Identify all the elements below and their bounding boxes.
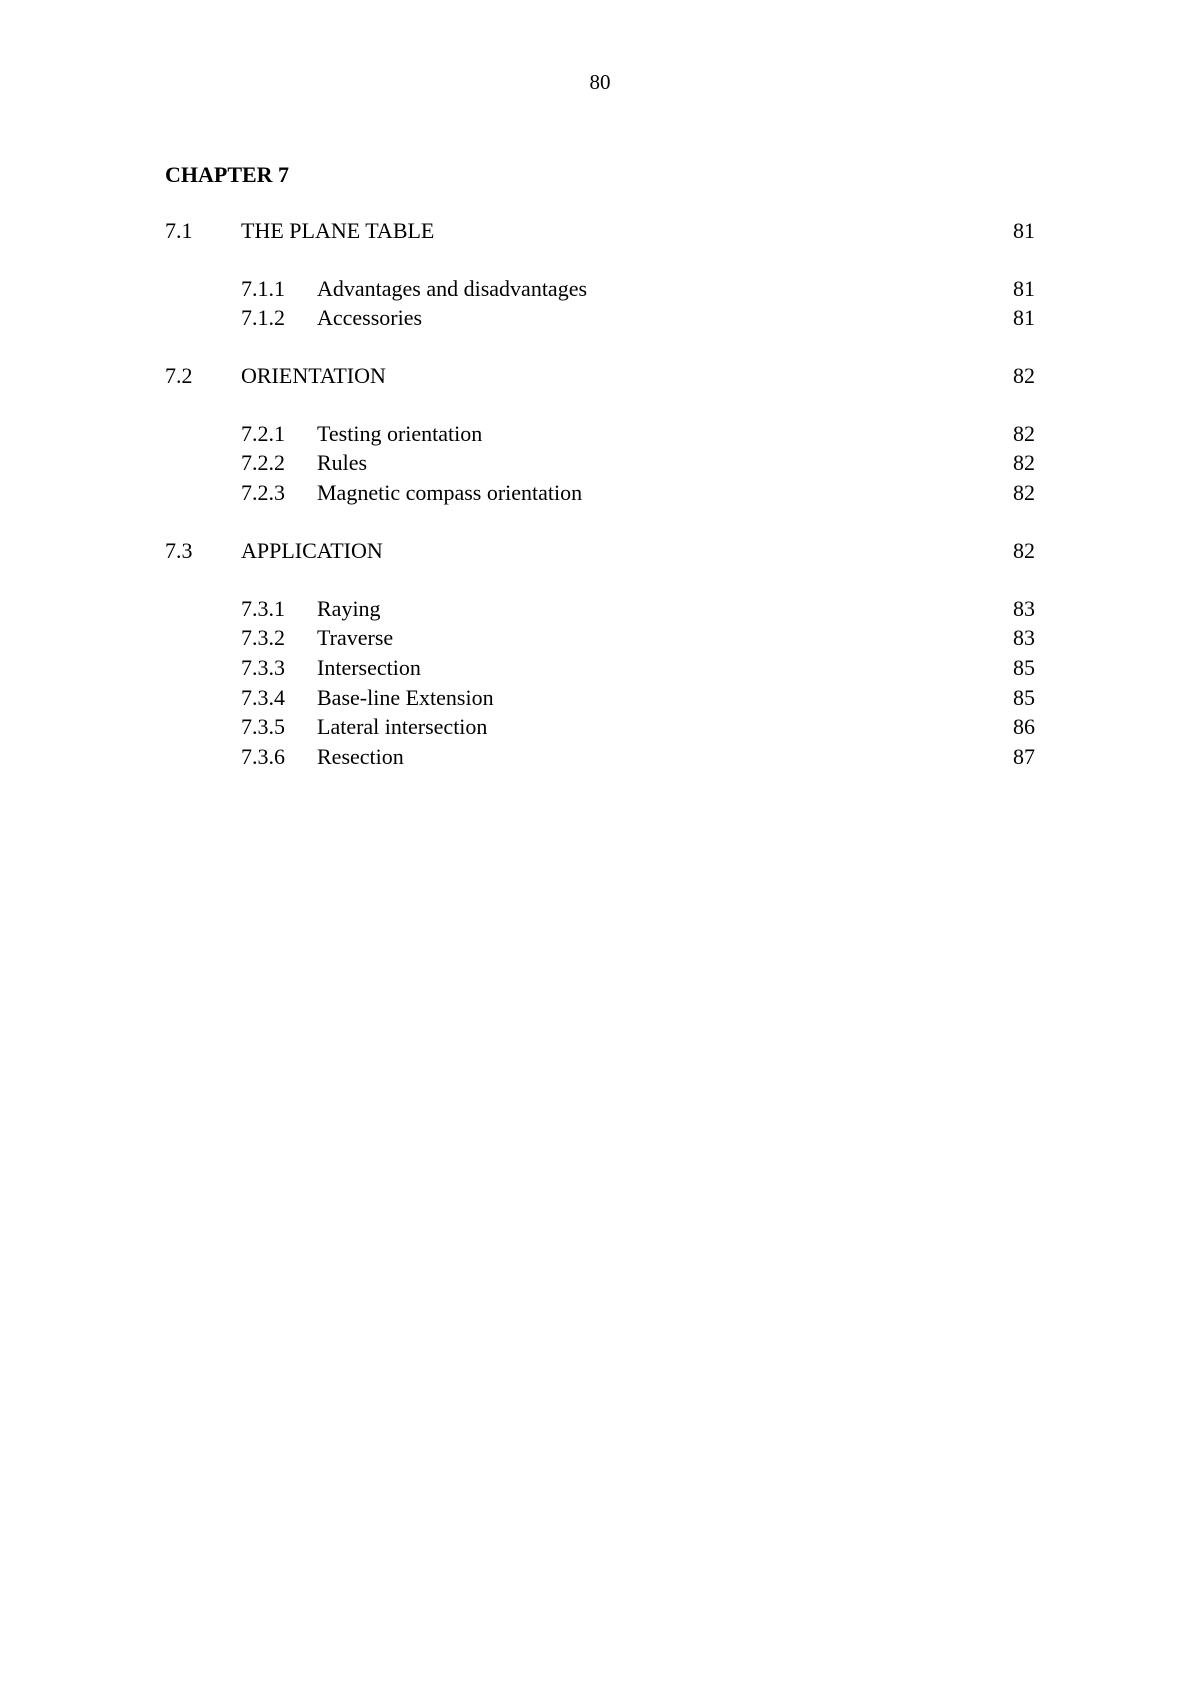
sub-page: 85 [995, 653, 1035, 683]
sub-num: 7.3.3 [241, 653, 317, 683]
section-num: 7.1 [165, 216, 241, 246]
chapter-title: CHAPTER 7 [165, 162, 1035, 188]
toc-sub-row: 7.2.1 Testing orientation 82 [165, 419, 1035, 449]
sub-title: Rules [317, 448, 995, 478]
sub-num: 7.1.1 [241, 274, 317, 304]
sub-page: 87 [995, 742, 1035, 772]
toc-sub-row: 7.1.2 Accessories 81 [165, 303, 1035, 333]
sub-num: 7.2.3 [241, 478, 317, 508]
sub-title: Raying [317, 594, 995, 624]
toc-sub-row: 7.3.4 Base-line Extension 85 [165, 683, 1035, 713]
toc-sub-row: 7.1.1 Advantages and disadvantages 81 [165, 274, 1035, 304]
section-title: ORIENTATION [241, 361, 995, 391]
sub-title: Accessories [317, 303, 995, 333]
sub-title: Magnetic compass orientation [317, 478, 995, 508]
sub-page: 83 [995, 594, 1035, 624]
sub-num: 7.3.5 [241, 712, 317, 742]
sub-page: 81 [995, 274, 1035, 304]
sub-title: Traverse [317, 623, 995, 653]
section-page: 82 [995, 361, 1035, 391]
sub-page: 81 [995, 303, 1035, 333]
toc-sub-row: 7.2.2 Rules 82 [165, 448, 1035, 478]
sub-num: 7.3.2 [241, 623, 317, 653]
toc-content: CHAPTER 7 7.1 THE PLANE TABLE 81 7.1.1 A… [165, 162, 1035, 772]
toc-sub-row: 7.2.3 Magnetic compass orientation 82 [165, 478, 1035, 508]
sub-num: 7.2.1 [241, 419, 317, 449]
sub-num: 7.3.6 [241, 742, 317, 772]
toc-sub-row: 7.3.6 Resection 87 [165, 742, 1035, 772]
sub-title: Resection [317, 742, 995, 772]
sub-title: Advantages and disadvantages [317, 274, 995, 304]
section-title: THE PLANE TABLE [241, 216, 995, 246]
toc-section-row: 7.2 ORIENTATION 82 [165, 361, 1035, 391]
sub-title: Lateral intersection [317, 712, 995, 742]
section-num: 7.2 [165, 361, 241, 391]
sub-num: 7.3.1 [241, 594, 317, 624]
section-page: 81 [995, 216, 1035, 246]
toc-sub-row: 7.3.5 Lateral intersection 86 [165, 712, 1035, 742]
toc-sub-row: 7.3.1 Raying 83 [165, 594, 1035, 624]
sub-num: 7.1.2 [241, 303, 317, 333]
section-title: APPLICATION [241, 536, 995, 566]
section-num: 7.3 [165, 536, 241, 566]
sub-page: 82 [995, 419, 1035, 449]
sub-title: Testing orientation [317, 419, 995, 449]
sub-page: 85 [995, 683, 1035, 713]
toc-sub-row: 7.3.3 Intersection 85 [165, 653, 1035, 683]
sub-page: 83 [995, 623, 1035, 653]
toc-section-row: 7.1 THE PLANE TABLE 81 [165, 216, 1035, 246]
sub-title: Base-line Extension [317, 683, 995, 713]
toc-section-row: 7.3 APPLICATION 82 [165, 536, 1035, 566]
sub-title: Intersection [317, 653, 995, 683]
section-page: 82 [995, 536, 1035, 566]
sub-num: 7.3.4 [241, 683, 317, 713]
sub-page: 82 [995, 448, 1035, 478]
sub-num: 7.2.2 [241, 448, 317, 478]
toc-sub-row: 7.3.2 Traverse 83 [165, 623, 1035, 653]
sub-page: 86 [995, 712, 1035, 742]
sub-page: 82 [995, 478, 1035, 508]
page-number: 80 [590, 70, 611, 95]
